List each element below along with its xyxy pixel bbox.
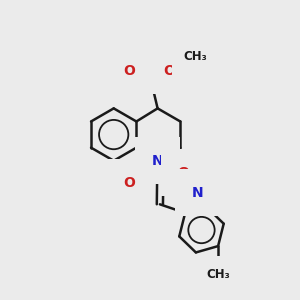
Text: CH₃: CH₃ bbox=[184, 50, 208, 63]
Text: N: N bbox=[152, 154, 164, 168]
Text: CH₃: CH₃ bbox=[206, 268, 230, 281]
Text: N: N bbox=[192, 186, 203, 200]
Text: O: O bbox=[123, 64, 135, 78]
Text: O: O bbox=[178, 166, 190, 180]
Text: O: O bbox=[123, 176, 135, 190]
Text: O: O bbox=[163, 64, 175, 78]
